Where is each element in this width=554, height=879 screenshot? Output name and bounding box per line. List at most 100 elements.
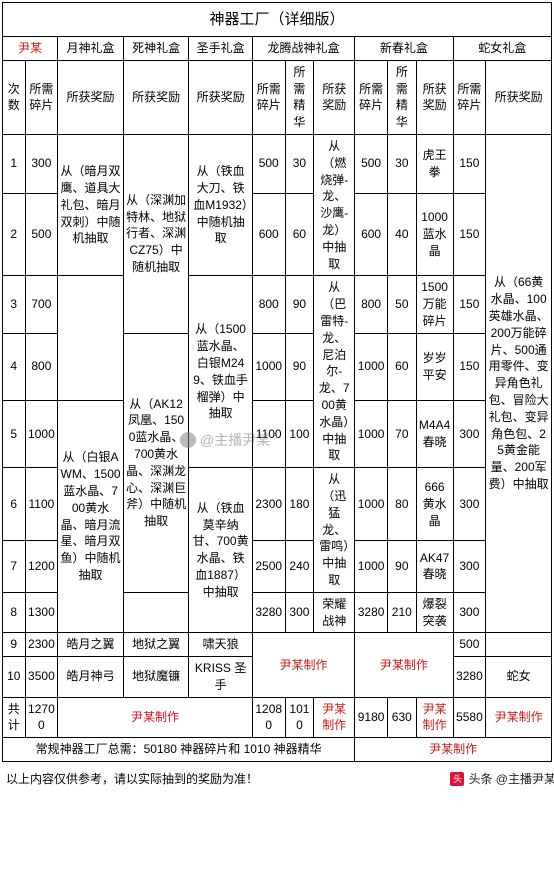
box-header-3: 圣手礼盒 — [189, 37, 252, 61]
total-row: 共计 12700 尹某制作 12080 1010 尹某制作 9180 630 尹… — [3, 697, 552, 738]
box-header-0: 尹某 — [3, 37, 58, 61]
cell: 从（1500蓝水晶、白银M249、铁血手榴弹）中抽取 — [189, 276, 252, 468]
cell: 500 — [252, 134, 285, 193]
cell: 90 — [285, 333, 314, 400]
cell: 4 — [3, 333, 26, 400]
hdr-shards: 所需碎片 — [252, 60, 285, 134]
cell: 60 — [387, 333, 416, 400]
cell: 1300 — [25, 592, 58, 633]
cell-made: 尹某制作 — [416, 697, 453, 738]
hdr-reward: 所获奖励 — [416, 60, 453, 134]
cell: 1000 — [355, 333, 388, 400]
hdr-reward: 所获奖励 — [189, 60, 252, 134]
cell: 2 — [3, 193, 26, 276]
cell: 300 — [453, 541, 486, 593]
table-title: 神器工厂（详细版） — [3, 3, 552, 37]
cell: 150 — [453, 193, 486, 276]
hdr-times: 次数 — [3, 60, 26, 134]
cell: 300 — [285, 592, 314, 633]
cell: 3280 — [355, 592, 388, 633]
cell: 1200 — [25, 541, 58, 593]
cell: 1500万能碎片 — [416, 276, 453, 333]
hdr-reward: 所获奖励 — [123, 60, 189, 134]
cell: 2300 — [252, 468, 285, 541]
cell: 300 — [453, 592, 486, 633]
cell: 3280 — [453, 657, 486, 698]
cell: 从（AK12凤凰、1500蓝水晶、700黄水晶、深渊龙心、深渊巨斧）中随机抽取 — [123, 333, 189, 592]
cell: 1000蓝水晶 — [416, 193, 453, 276]
cell: 从（铁血莫辛纳甘、700黄水晶、铁血1887）中抽取 — [189, 468, 252, 633]
box-header-4: 龙腾战神礼盒 — [252, 37, 354, 61]
cell: 1010 — [285, 697, 314, 738]
author: 头 头条 @主播尹某 — [450, 770, 554, 787]
cell: 1000 — [355, 541, 388, 593]
cell: 3500 — [25, 657, 58, 698]
toutiao-icon: 头 — [450, 772, 464, 786]
cell: 12080 — [252, 697, 285, 738]
table-row: 1 300 从（暗月双鹰、道具大礼包、暗月双刺）中随机抽取 从（深渊加特林、地狱… — [3, 134, 552, 193]
cell: 蛇女 — [486, 657, 552, 698]
cell: 8 — [3, 592, 26, 633]
cell: 40 — [387, 193, 416, 276]
cell-made: 尹某制作 — [355, 633, 453, 697]
cell: 90 — [285, 276, 314, 333]
cell: 80 — [387, 468, 416, 541]
hdr-shards: 所需碎片 — [453, 60, 486, 134]
cell: 从（白银AWM、1500蓝水晶、700黄水晶、暗月流星、暗月双鱼）中随机抽取 — [58, 400, 124, 632]
cell: 210 — [387, 592, 416, 633]
cell: 2300 — [25, 633, 58, 657]
cell: 800 — [25, 333, 58, 400]
footer-text: 以上内容仅供参考，请以实际抽到的奖励为准！ — [6, 770, 258, 787]
cell: 630 — [387, 697, 416, 738]
cell: 10 — [3, 657, 26, 698]
cell: 5 — [3, 400, 26, 467]
hdr-shards: 所需碎片 — [355, 60, 388, 134]
cell: 300 — [453, 468, 486, 541]
cell-made: 尹某制作 — [486, 697, 552, 738]
cell: 虎王拳 — [416, 134, 453, 193]
hdr-reward: 所获奖励 — [58, 60, 124, 134]
cell: 70 — [387, 400, 416, 467]
hdr-essence: 所需精华 — [285, 60, 314, 134]
cell: 爆裂突袭 — [416, 592, 453, 633]
table-row: 5 1000 从（白银AWM、1500蓝水晶、700黄水晶、暗月流星、暗月双鱼）… — [3, 400, 552, 467]
cell: 600 — [252, 193, 285, 276]
cell: 800 — [252, 276, 285, 333]
cell: 150 — [453, 134, 486, 193]
cell: 从（暗月双鹰、道具大礼包、暗月双刺）中随机抽取 — [58, 134, 124, 275]
cell: 从（巴雷特-龙、尼泊尔-龙、700黄水晶）中抽取 — [314, 276, 355, 468]
cell: 3 — [3, 276, 26, 333]
cell: 500 — [355, 134, 388, 193]
cell: 700 — [25, 276, 58, 333]
cell: 500 — [25, 193, 58, 276]
cell: AK47春晓 — [416, 541, 453, 593]
cell: 500 — [453, 633, 486, 657]
cell: 从（迅猛龙、雷鸣）中抽取 — [314, 468, 355, 593]
cell: 150 — [453, 276, 486, 333]
box-header-2: 死神礼盒 — [123, 37, 189, 61]
cell: 150 — [453, 333, 486, 400]
table-row: 3 700 从（1500蓝水晶、白银M249、铁血手榴弹）中抽取 800 90 … — [3, 276, 552, 333]
cell: 12700 — [25, 697, 58, 738]
cell: M4A4春晓 — [416, 400, 453, 467]
cell: 啸天狼 — [189, 633, 252, 657]
summary-text: 常规神器工厂总需：50180 神器碎片和 1010 神器精华 — [3, 738, 355, 762]
cell: 从（铁血大刀、铁血M1932）中随机抽取 — [189, 134, 252, 275]
hdr-shards: 所需碎片 — [25, 60, 58, 134]
cell: 9 — [3, 633, 26, 657]
cell: 180 — [285, 468, 314, 541]
hdr-reward: 所获奖励 — [314, 60, 355, 134]
cell: 皓月神弓 — [58, 657, 124, 698]
cell: 地狱之翼 — [123, 633, 189, 657]
cell: 1000 — [355, 468, 388, 541]
cell: 3280 — [252, 592, 285, 633]
cell: 从（燃烧弹-龙、沙鹰-龙）中抽取 — [314, 134, 355, 275]
cell-made: 尹某制作 — [355, 738, 552, 762]
cell: 岁岁平安 — [416, 333, 453, 400]
artifact-table: 神器工厂（详细版） 尹某 月神礼盒 死神礼盒 圣手礼盒 龙腾战神礼盒 新春礼盒 … — [2, 2, 552, 762]
cell: 30 — [387, 134, 416, 193]
cell: 7 — [3, 541, 26, 593]
cell: 2500 — [252, 541, 285, 593]
cell-made: 尹某制作 — [58, 697, 253, 738]
cell: 从（66黄水晶、100英雄水晶、200万能碎片、500通用零件、变异角色礼包、冒… — [486, 134, 552, 632]
